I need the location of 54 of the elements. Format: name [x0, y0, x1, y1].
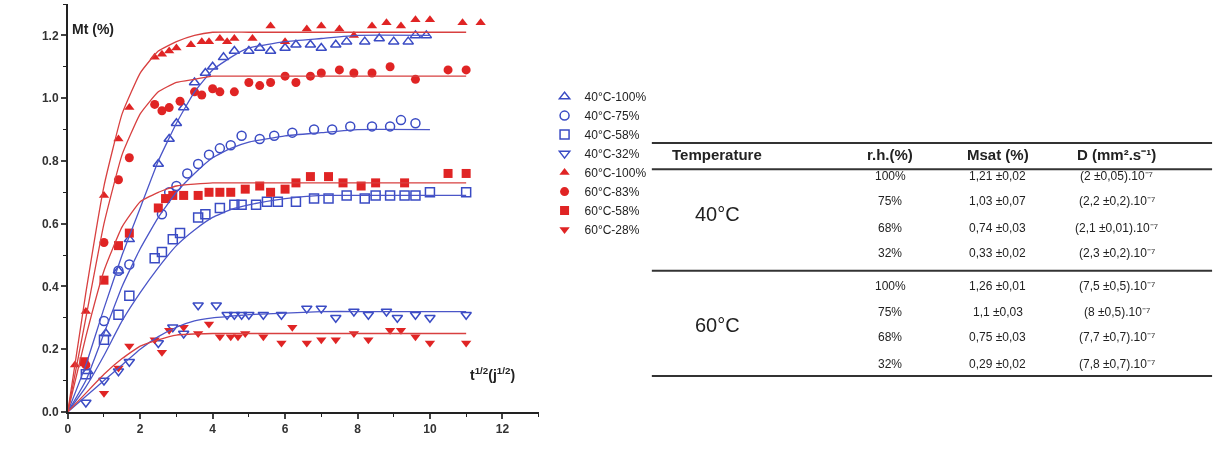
text: 1,26 ±0,01	[969, 279, 1026, 293]
legend-label: 40°C-58%	[584, 128, 640, 143]
text: 68%	[878, 330, 903, 344]
y-tick-label: 0.0	[41, 405, 59, 420]
x-tick-label: 2	[136, 422, 144, 437]
y-tick-label: 0.2	[41, 342, 59, 357]
legend-label: 60°C-28%	[584, 223, 640, 238]
text: 1,03 ±0,07	[969, 194, 1026, 208]
x-axis-title: t$^{1/2}$(j$^{1/2}$)	[470, 365, 516, 383]
text: (7,8 ±0,7).10⁻⁷	[1079, 357, 1156, 371]
y-tick-label: 1.2	[41, 28, 59, 43]
legend-label: 40°C-75%	[584, 109, 640, 124]
text: 75%	[878, 194, 903, 208]
text: 1,1 ±0,03	[973, 305, 1024, 319]
x-tick-label: 8	[354, 422, 362, 437]
text: 0,74 ±0,03	[969, 221, 1026, 235]
text: 1,21 ±0,02	[969, 169, 1026, 183]
text: 0,29 ±0,02	[969, 357, 1026, 371]
text: 100%	[875, 169, 907, 183]
text: 40°C	[695, 203, 740, 225]
text: 32%	[878, 246, 903, 260]
text: (7,5 ±0,5).10⁻⁷	[1079, 279, 1156, 293]
legend-label: 60°C-83%	[584, 185, 640, 200]
text: Msat (%)	[967, 146, 1029, 163]
legend-label: 40°C-100%	[584, 90, 647, 105]
x-tick-label: 12	[495, 422, 510, 437]
x-tick-label: 10	[423, 422, 437, 437]
text: 100%	[875, 279, 907, 293]
text: 68%	[878, 221, 903, 235]
text: r.h.(%)	[867, 146, 913, 163]
text: 32%	[878, 357, 903, 371]
text: (2,1 ±0,01).10⁻⁷	[1075, 221, 1158, 235]
text: D (mm².s⁻¹)	[1077, 146, 1157, 163]
text: 75%	[878, 305, 903, 319]
text: (2,3 ±0,2).10⁻⁷	[1079, 246, 1156, 260]
text: (7,7 ±0,7).10⁻⁷	[1079, 330, 1156, 344]
y-axis-title: Mt (%)	[72, 21, 114, 37]
x-tick-label: 4	[209, 422, 217, 437]
text: 0,75 ±0,03	[969, 330, 1026, 344]
legend-label: 60°C-100%	[584, 166, 647, 181]
x-tick-label: 0	[64, 422, 72, 437]
y-tick-label: 0.6	[41, 216, 59, 231]
text: (8 ±0,5).10⁻⁷	[1084, 305, 1151, 319]
text: 60°C	[695, 314, 740, 336]
text: (2,2 ±0,2).10⁻⁷	[1079, 194, 1156, 208]
text: Temperature	[672, 146, 762, 163]
y-tick-label: 0.4	[41, 279, 59, 294]
text: 0,33 ±0,02	[969, 246, 1026, 260]
legend-label: 60°C-58%	[584, 204, 640, 219]
x-tick-label: 6	[281, 422, 289, 437]
y-tick-label: 1.0	[41, 91, 59, 106]
legend-label: 40°C-32%	[584, 147, 640, 162]
text: (2 ±0,05).10⁻⁷	[1080, 169, 1153, 183]
y-tick-label: 0.8	[41, 154, 59, 169]
